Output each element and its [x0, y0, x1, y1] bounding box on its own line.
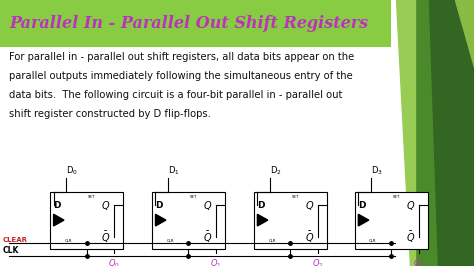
Text: D: D	[257, 201, 265, 210]
Text: D$_0$: D$_0$	[66, 164, 78, 177]
Text: D: D	[54, 201, 61, 210]
Text: data bits.  The following circuit is a four-bit parallel in - parallel out: data bits. The following circuit is a fo…	[9, 90, 343, 100]
Polygon shape	[396, 0, 415, 266]
Text: parallel outputs immediately following the simultaneous entry of the: parallel outputs immediately following t…	[9, 71, 353, 81]
Text: SET: SET	[292, 195, 299, 199]
Polygon shape	[54, 214, 64, 226]
Bar	[50, 192, 123, 249]
Text: Q$_3$: Q$_3$	[413, 257, 425, 266]
Text: D$_3$: D$_3$	[371, 164, 383, 177]
Text: CLR: CLR	[166, 239, 174, 243]
Text: SET: SET	[88, 195, 95, 199]
Text: $\mathit{Q}$: $\mathit{Q}$	[305, 199, 314, 212]
Text: For parallel in - parallel out shift registers, all data bits appear on the: For parallel in - parallel out shift reg…	[9, 52, 355, 62]
Bar	[152, 192, 225, 249]
Text: D$_2$: D$_2$	[270, 164, 282, 177]
Text: Q$_2$: Q$_2$	[312, 257, 324, 266]
Text: $\mathit{Q}$: $\mathit{Q}$	[101, 199, 110, 212]
Text: $\mathit{Q}$: $\mathit{Q}$	[203, 199, 212, 212]
Text: Parallel In - Parallel Out Shift Registers: Parallel In - Parallel Out Shift Registe…	[9, 15, 369, 32]
Text: shift register constructed by D flip-flops.: shift register constructed by D flip-flo…	[9, 109, 211, 119]
Text: CLK: CLK	[2, 246, 19, 255]
Polygon shape	[429, 0, 474, 266]
Text: CLR: CLR	[369, 239, 377, 243]
Bar	[355, 192, 428, 249]
Text: $\mathit{\bar{Q}}$: $\mathit{\bar{Q}}$	[203, 230, 212, 245]
Bar	[254, 192, 327, 249]
Polygon shape	[358, 214, 369, 226]
Text: $\mathit{\bar{Q}}$: $\mathit{\bar{Q}}$	[406, 230, 415, 245]
Text: SET: SET	[190, 195, 197, 199]
Text: Q$_1$: Q$_1$	[210, 257, 222, 266]
Text: CLR: CLR	[268, 239, 276, 243]
Text: $\mathit{\bar{Q}}$: $\mathit{\bar{Q}}$	[305, 230, 314, 245]
Bar	[0, 0, 391, 47]
Text: CLEAR: CLEAR	[2, 236, 27, 243]
Text: D$_1$: D$_1$	[168, 164, 180, 177]
Bar	[0, 0, 415, 266]
Text: SET: SET	[393, 195, 400, 199]
Text: $\mathit{\bar{Q}}$: $\mathit{\bar{Q}}$	[101, 230, 110, 245]
Text: D: D	[358, 201, 366, 210]
Text: CLR: CLR	[64, 239, 72, 243]
Text: $\mathit{Q}$: $\mathit{Q}$	[406, 199, 415, 212]
Polygon shape	[257, 214, 268, 226]
Text: D: D	[155, 201, 163, 210]
Text: Q$_0$: Q$_0$	[109, 257, 120, 266]
Bar	[0, 0, 391, 266]
Polygon shape	[455, 0, 474, 66]
Polygon shape	[155, 214, 166, 226]
